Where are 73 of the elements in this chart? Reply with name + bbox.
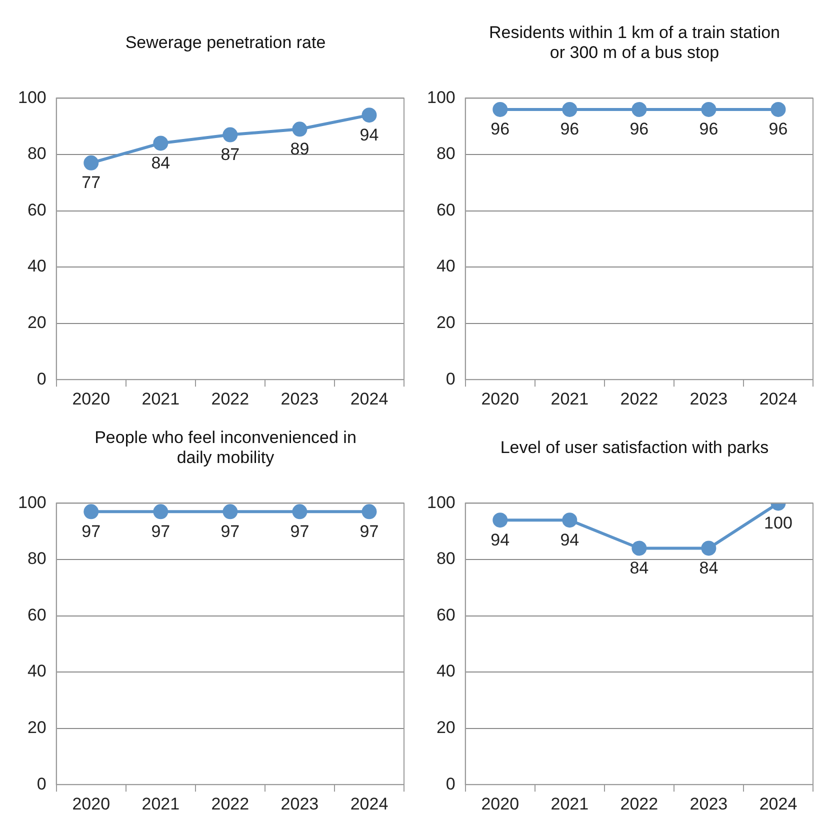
y-tick-label: 80 bbox=[436, 549, 456, 568]
x-tick-label: 2020 bbox=[72, 794, 110, 814]
y-tick-label: 0 bbox=[36, 369, 46, 388]
point bbox=[362, 108, 377, 123]
x-tick-label: 2022 bbox=[211, 389, 250, 408]
data-label: 97 bbox=[151, 522, 170, 541]
data-label: 96 bbox=[768, 120, 788, 139]
y-tick-label: 60 bbox=[27, 200, 46, 220]
y-tick-label: 60 bbox=[436, 200, 456, 220]
data-label: 96 bbox=[630, 120, 649, 139]
x-tick-label: 2022 bbox=[211, 794, 250, 814]
point bbox=[84, 155, 99, 170]
data-label: 97 bbox=[290, 522, 310, 541]
x-tick-label: 2021 bbox=[142, 794, 180, 814]
x-tick-label: 2021 bbox=[550, 389, 589, 408]
y-tick-label: 40 bbox=[436, 256, 456, 276]
data-label: 97 bbox=[220, 522, 240, 541]
y-tick-label: 60 bbox=[27, 605, 46, 624]
y-tick-label: 100 bbox=[426, 492, 456, 512]
x-tick-label: 2020 bbox=[72, 389, 110, 408]
data-label: 84 bbox=[151, 153, 170, 172]
data-label: 84 bbox=[699, 558, 718, 578]
data-label: 84 bbox=[630, 558, 649, 578]
y-tick-label: 100 bbox=[426, 88, 456, 107]
data-label: 96 bbox=[699, 120, 718, 139]
x-tick-label: 2022 bbox=[620, 389, 658, 408]
x-tick-label: 2021 bbox=[142, 389, 180, 408]
x-tick-label: 2024 bbox=[759, 389, 798, 408]
y-tick-label: 40 bbox=[27, 256, 46, 276]
y-tick-label: 80 bbox=[436, 144, 456, 164]
y-tick-label: 20 bbox=[27, 718, 46, 738]
data-label: 94 bbox=[560, 530, 580, 550]
x-tick-label: 2023 bbox=[690, 389, 728, 408]
data-label: 96 bbox=[490, 120, 510, 139]
x-tick-label: 2023 bbox=[690, 794, 728, 814]
data-label: 97 bbox=[360, 522, 379, 541]
point bbox=[292, 122, 308, 137]
data-label: 96 bbox=[560, 120, 580, 139]
y-tick-label: 0 bbox=[446, 774, 456, 794]
y-tick-label: 0 bbox=[446, 369, 456, 388]
chart-title: Residents within 1 km of a train station or 300 m of a bus stop bbox=[488, 22, 782, 64]
data-label: 77 bbox=[82, 173, 101, 192]
x-tick-label: 2024 bbox=[350, 794, 388, 814]
data-label: 89 bbox=[290, 139, 310, 158]
x-tick-label: 2023 bbox=[280, 794, 319, 814]
x-tick-label: 2020 bbox=[481, 389, 520, 408]
y-tick-label: 60 bbox=[436, 605, 456, 624]
y-tick-label: 80 bbox=[27, 144, 46, 164]
x-tick-label: 2024 bbox=[350, 389, 388, 408]
y-tick-label: 20 bbox=[27, 313, 46, 332]
data-label: 94 bbox=[360, 125, 379, 144]
data-label: 97 bbox=[82, 522, 101, 541]
data-label: 87 bbox=[220, 144, 240, 164]
x-tick-label: 2020 bbox=[481, 794, 520, 814]
y-tick-label: 40 bbox=[436, 662, 456, 681]
chart-title: Level of user satisfaction with parks bbox=[499, 437, 770, 459]
chart-title: Sewerage penetration rate bbox=[124, 32, 327, 54]
point bbox=[222, 127, 238, 142]
data-label: 100 bbox=[764, 513, 792, 532]
y-tick-label: 100 bbox=[18, 88, 46, 107]
chart-title: People who feel inconvenienced in daily mobility bbox=[94, 427, 358, 469]
y-tick-label: 0 bbox=[36, 774, 46, 794]
data-label: 94 bbox=[490, 530, 510, 550]
x-tick-label: 2022 bbox=[620, 794, 658, 814]
point bbox=[153, 136, 168, 151]
y-tick-label: 40 bbox=[27, 662, 46, 681]
x-tick-label: 2023 bbox=[280, 389, 319, 408]
x-tick-label: 2021 bbox=[550, 794, 589, 814]
x-tick-label: 2024 bbox=[759, 794, 798, 814]
y-tick-label: 80 bbox=[27, 549, 46, 568]
y-tick-label: 100 bbox=[18, 492, 46, 512]
y-tick-label: 20 bbox=[436, 718, 456, 738]
y-tick-label: 20 bbox=[436, 313, 456, 332]
